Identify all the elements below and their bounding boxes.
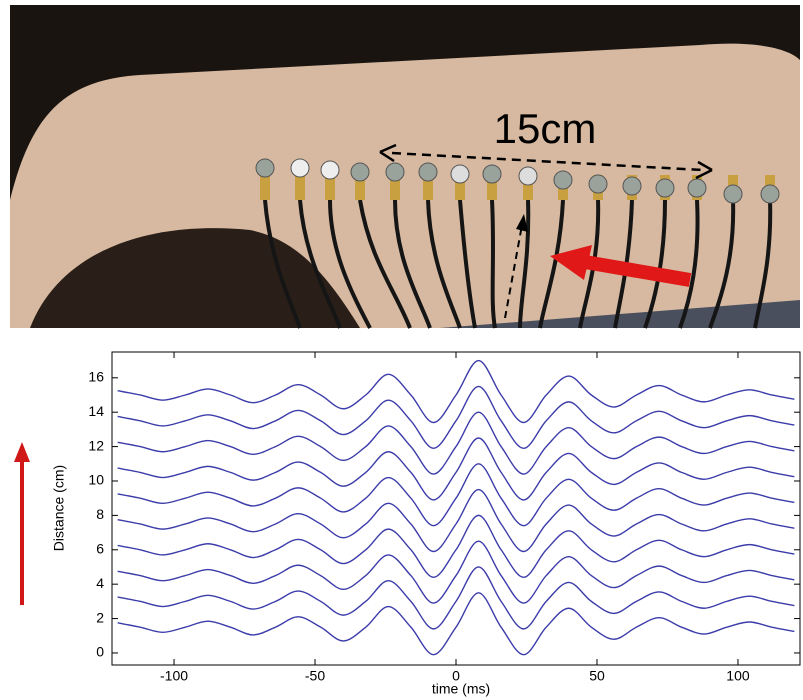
- trace: [117, 385, 795, 450]
- trace: [117, 566, 795, 630]
- pointer-head: [516, 214, 528, 232]
- x-tick-label: -100: [160, 668, 188, 684]
- x-tick-label: -50: [305, 668, 325, 684]
- y-tick-label: 4: [96, 575, 104, 591]
- wires: [263, 199, 773, 329]
- trace: [117, 592, 795, 656]
- trace: [117, 488, 795, 553]
- y-tick-label: 2: [96, 609, 104, 625]
- y-tick-label: 12: [88, 437, 104, 453]
- dashed-measure: [391, 151, 703, 172]
- y-tick-label: 0: [96, 644, 104, 660]
- red-arrow-head: [550, 245, 592, 280]
- trace: [117, 359, 795, 424]
- x-tick-label: 100: [726, 668, 750, 684]
- side-arrow: [14, 442, 30, 605]
- electrodes: [255, 158, 780, 204]
- photo: 15cm: [10, 5, 800, 329]
- y-tick-label: 14: [88, 403, 104, 419]
- x-tick-label: 50: [589, 668, 605, 684]
- y-tick-label: 10: [88, 472, 104, 488]
- y-tick-label: 16: [88, 368, 104, 384]
- red-arrow: [583, 255, 692, 287]
- measure-heads: [379, 143, 713, 180]
- trace: [117, 540, 795, 604]
- y-tick-label: 6: [96, 540, 104, 556]
- trace: [117, 514, 795, 578]
- distance-label: 15cm: [494, 105, 597, 152]
- shadow: [30, 228, 360, 328]
- y-tick-label: 8: [96, 506, 104, 522]
- x-axis-title: time (ms): [432, 681, 490, 697]
- y-axis-title: Distance (cm): [51, 465, 67, 551]
- x-tick-label: 0: [452, 668, 460, 684]
- cloth: [440, 300, 800, 328]
- plot-frame: [111, 351, 801, 666]
- trace: [117, 411, 795, 475]
- trace: [117, 463, 795, 527]
- plot: -100 -50 0 50 100 0 2 4 6 8 10 12 14 16: [88, 352, 800, 684]
- trace: [117, 437, 795, 501]
- dashed-pointer: [504, 224, 523, 319]
